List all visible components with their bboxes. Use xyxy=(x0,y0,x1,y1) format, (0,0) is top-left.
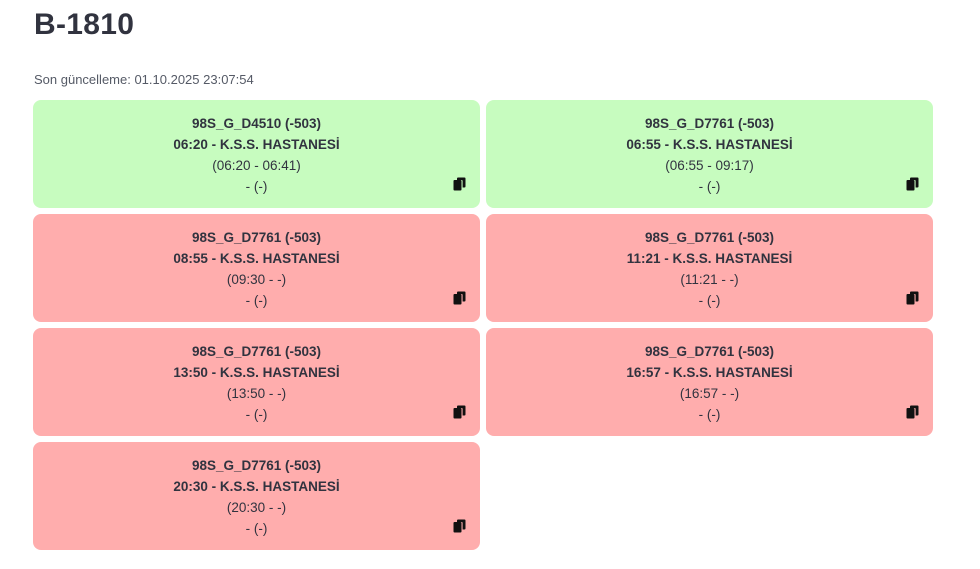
trip-card[interactable]: 98S_G_D4510 (-503) 06:20 - K.S.S. HASTAN… xyxy=(33,100,480,208)
trip-code: 98S_G_D4510 (-503) xyxy=(191,116,322,131)
copy-icon[interactable] xyxy=(906,405,919,419)
trip-card[interactable]: 98S_G_D7761 (-503) 13:50 - K.S.S. HASTAN… xyxy=(33,328,480,436)
trip-time-range: (20:30 - -) xyxy=(226,500,287,515)
trip-departure: 16:57 - K.S.S. HASTANESİ xyxy=(626,365,793,380)
trip-card[interactable]: 98S_G_D7761 (-503) 11:21 - K.S.S. HASTAN… xyxy=(486,214,933,322)
trip-card[interactable]: 98S_G_D7761 (-503) 16:57 - K.S.S. HASTAN… xyxy=(486,328,933,436)
trip-card[interactable]: 98S_G_D7761 (-503) 08:55 - K.S.S. HASTAN… xyxy=(33,214,480,322)
copy-icon[interactable] xyxy=(906,291,919,305)
copy-icon[interactable] xyxy=(453,291,466,305)
trip-time-range: (06:20 - 06:41) xyxy=(212,158,301,173)
trip-code: 98S_G_D7761 (-503) xyxy=(644,230,775,245)
trip-code: 98S_G_D7761 (-503) xyxy=(191,344,322,359)
copy-icon[interactable] xyxy=(453,519,466,533)
copy-icon[interactable] xyxy=(453,177,466,191)
trip-time-range: (11:21 - -) xyxy=(680,272,739,287)
trip-extra: - (-) xyxy=(698,407,721,422)
trip-departure: 11:21 - K.S.S. HASTANESİ xyxy=(626,251,793,266)
trip-extra: - (-) xyxy=(698,179,721,194)
trip-time-range: (06:55 - 09:17) xyxy=(665,158,754,173)
trip-card[interactable]: 98S_G_D7761 (-503) 06:55 - K.S.S. HASTAN… xyxy=(486,100,933,208)
trip-departure: 13:50 - K.S.S. HASTANESİ xyxy=(173,365,340,380)
trip-departure: 08:55 - K.S.S. HASTANESİ xyxy=(173,251,340,266)
trip-extra: - (-) xyxy=(245,407,268,422)
trip-code: 98S_G_D7761 (-503) xyxy=(191,230,322,245)
trip-time-range: (16:57 - -) xyxy=(679,386,740,401)
trip-code: 98S_G_D7761 (-503) xyxy=(644,116,775,131)
copy-icon[interactable] xyxy=(906,177,919,191)
trip-card[interactable]: 98S_G_D7761 (-503) 20:30 - K.S.S. HASTAN… xyxy=(33,442,480,550)
trip-time-range: (13:50 - -) xyxy=(226,386,287,401)
trip-extra: - (-) xyxy=(245,179,268,194)
trip-extra: - (-) xyxy=(245,293,268,308)
page-title: B-1810 xyxy=(34,8,135,41)
trip-time-range: (09:30 - -) xyxy=(226,272,287,287)
trip-code: 98S_G_D7761 (-503) xyxy=(644,344,775,359)
copy-icon[interactable] xyxy=(453,405,466,419)
trip-code: 98S_G_D7761 (-503) xyxy=(191,458,322,473)
trip-extra: - (-) xyxy=(698,293,721,308)
trip-extra: - (-) xyxy=(245,521,268,536)
trip-grid: 98S_G_D4510 (-503) 06:20 - K.S.S. HASTAN… xyxy=(33,100,933,550)
trip-departure: 06:20 - K.S.S. HASTANESİ xyxy=(173,137,340,152)
trip-departure: 20:30 - K.S.S. HASTANESİ xyxy=(173,479,340,494)
last-update-text: Son güncelleme: 01.10.2025 23:07:54 xyxy=(34,72,254,87)
trip-departure: 06:55 - K.S.S. HASTANESİ xyxy=(626,137,793,152)
